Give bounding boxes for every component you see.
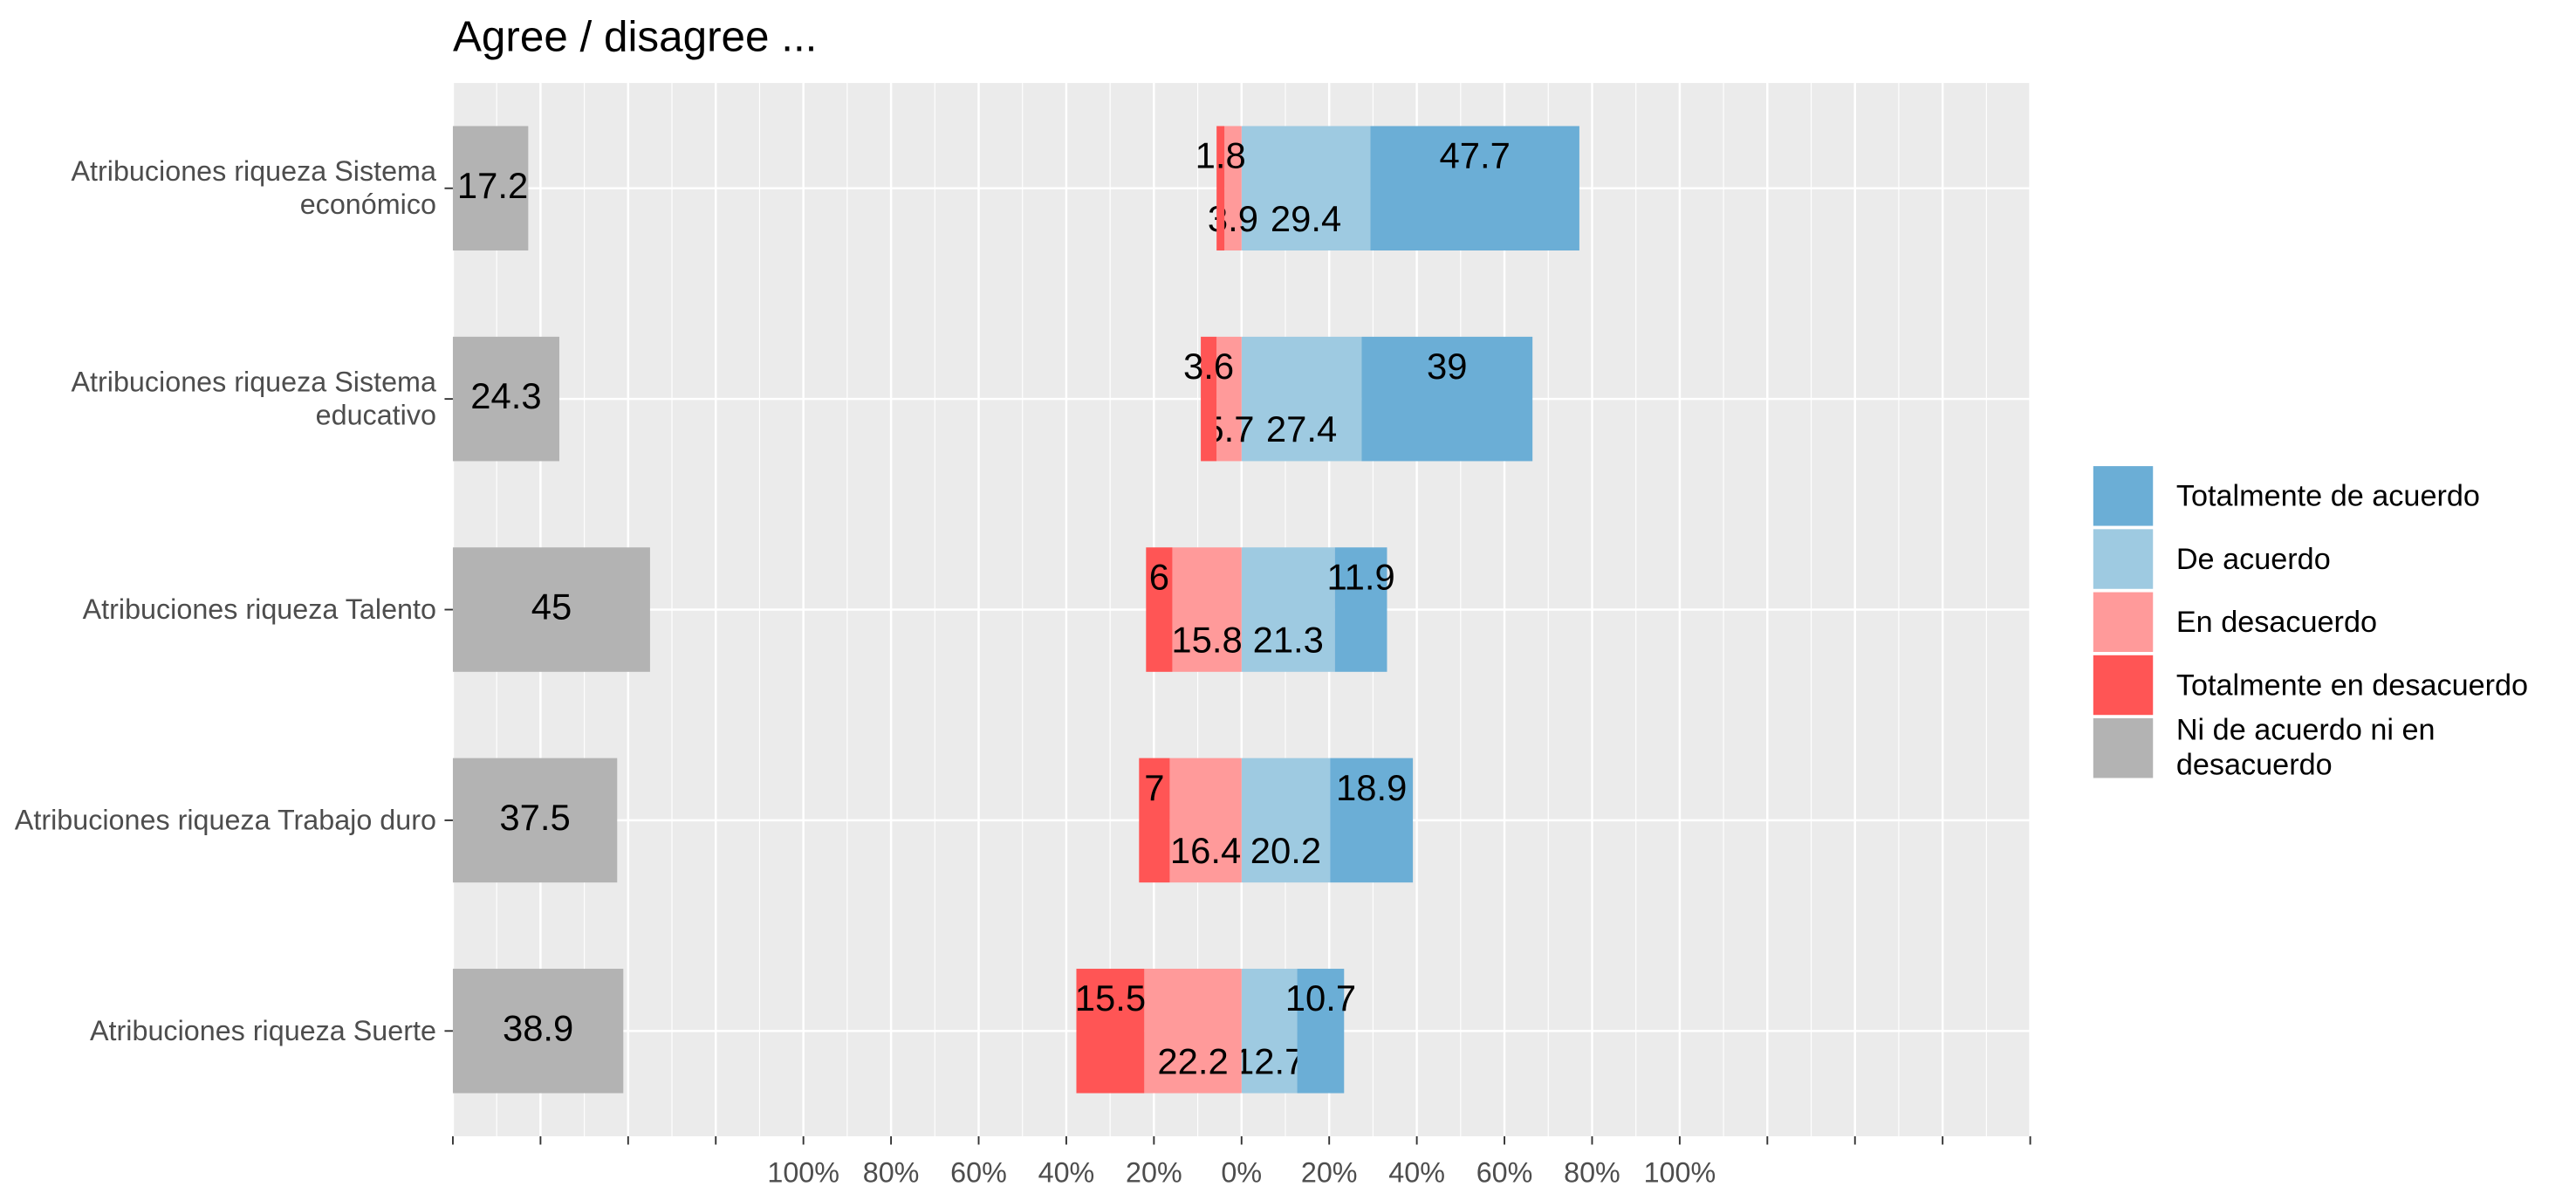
- legend-key: [2093, 592, 2154, 652]
- bar-segment: [1076, 969, 1145, 1094]
- y-tick-label: Atribuciones riqueza Sistema económico: [71, 154, 436, 220]
- x-tick-label: 20%: [1126, 1156, 1182, 1188]
- data-label: 12.7: [1234, 1040, 1305, 1081]
- legend-label-box: Ni de acuerdo ni en desacuerdo: [2176, 709, 2574, 788]
- bar-segment: [1241, 758, 1331, 883]
- bar-segment: [1241, 336, 1362, 462]
- x-tick-label: 0%: [1221, 1156, 1262, 1188]
- data-label: 24.3: [470, 375, 541, 416]
- y-tick-label-box: Atribuciones riqueza Trabajo duro: [0, 754, 436, 887]
- bar-segment: [1139, 758, 1170, 883]
- y-tick-label-wrap: Atribuciones riqueza Sistema económico: [0, 122, 436, 255]
- legend-label: De acuerdo: [2175, 541, 2331, 575]
- data-label: 3.9: [1208, 198, 1258, 239]
- bar-segment: [1172, 547, 1242, 672]
- data-label: 47.7: [1439, 135, 1510, 176]
- bar-segment: [1216, 126, 1225, 251]
- data-label: 16.4: [1170, 830, 1241, 871]
- bar-segment: [1370, 126, 1579, 251]
- data-label: 39: [1427, 346, 1467, 387]
- y-tick-label: Atribuciones riqueza Sistema educativo: [71, 366, 436, 431]
- bar-segment: [1297, 969, 1345, 1094]
- data-label: 20.2: [1250, 830, 1321, 871]
- data-label: 27.4: [1266, 408, 1337, 449]
- bar-segment: [1334, 547, 1387, 672]
- y-tick-label-box: Atribuciones riqueza Suerte: [0, 964, 436, 1097]
- bar-segment: [452, 336, 559, 462]
- y-tick-label-box: Atribuciones riqueza Sistema económico: [0, 122, 436, 255]
- legend-key: [2093, 718, 2154, 778]
- legend-label: Totalmente en desacuerdo: [2175, 668, 2529, 702]
- bar-segment: [1224, 126, 1242, 251]
- x-tick-label: 60%: [950, 1156, 1007, 1188]
- bar-segment: [1361, 336, 1533, 462]
- x-tick-label: 80%: [1564, 1156, 1620, 1188]
- legend-label-box: En desacuerdo: [2176, 582, 2574, 662]
- data-label: 6: [1149, 556, 1169, 597]
- bar-segment: [1169, 758, 1242, 883]
- data-label: 18.9: [1336, 767, 1407, 808]
- data-label: 15.5: [1075, 977, 1146, 1018]
- bar-segment: [452, 758, 618, 883]
- y-tick-label-wrap: Atribuciones riqueza Suerte: [0, 964, 436, 1097]
- bar-segment: [452, 126, 529, 251]
- y-tick-label: Atribuciones riqueza Trabajo duro: [14, 803, 436, 836]
- legend-label-box: Totalmente de acuerdo: [2176, 456, 2574, 536]
- y-tick-label-wrap: Atribuciones riqueza Talento: [0, 543, 436, 675]
- data-label: 29.4: [1271, 198, 1341, 239]
- data-label: 21.3: [1253, 620, 1324, 661]
- data-label: 11.9: [1326, 556, 1394, 597]
- legend-label-wrap: Ni de acuerdo ni en desacuerdo: [2176, 709, 2574, 788]
- y-tick-label-box: Atribuciones riqueza Sistema educativo: [0, 333, 436, 465]
- data-label: 45: [531, 586, 572, 627]
- y-tick-label-box: Atribuciones riqueza Talento: [0, 543, 436, 675]
- data-label: 38.9: [503, 1007, 573, 1048]
- data-label: 22.2: [1157, 1040, 1228, 1081]
- x-tick-label: 40%: [1038, 1156, 1095, 1188]
- data-label: 15.8: [1171, 620, 1242, 661]
- legend-label-box: De acuerdo: [2176, 519, 2574, 599]
- bar-segment: [1241, 969, 1298, 1094]
- legend-label-wrap: En desacuerdo: [2176, 582, 2574, 662]
- legend-label-wrap: Totalmente en desacuerdo: [2176, 645, 2574, 724]
- bar-segment: [1241, 547, 1335, 672]
- bar-segment: [1201, 336, 1217, 462]
- legend-label: Ni de acuerdo ni en desacuerdo: [2175, 713, 2436, 782]
- bar-segment: [1330, 758, 1414, 883]
- y-tick-label: Atribuciones riqueza Talento: [82, 593, 436, 625]
- y-tick-label-wrap: Atribuciones riqueza Sistema educativo: [0, 333, 436, 465]
- x-tick-label: 100%: [1644, 1156, 1716, 1188]
- x-tick-label: 80%: [863, 1156, 920, 1188]
- legend-label-wrap: Totalmente de acuerdo: [2176, 456, 2574, 536]
- x-tick-label: 20%: [1301, 1156, 1358, 1188]
- legend-label: En desacuerdo: [2175, 604, 2378, 638]
- data-label: 1.8: [1196, 135, 1246, 176]
- legend-key: [2093, 466, 2154, 526]
- legend-key: [2093, 529, 2154, 589]
- legend-label-box: Totalmente en desacuerdo: [2176, 645, 2574, 724]
- x-tick-label: 60%: [1476, 1156, 1533, 1188]
- chart-title: Agree / disagree ...: [453, 13, 817, 61]
- data-label: 17.2: [457, 165, 528, 206]
- legend-key: [2093, 655, 2154, 716]
- data-label: 37.5: [499, 797, 570, 838]
- bar-segment: [1216, 336, 1242, 462]
- bar-segment: [1241, 126, 1371, 251]
- y-tick-label-wrap: Atribuciones riqueza Trabajo duro: [0, 754, 436, 887]
- data-label: 7: [1144, 767, 1164, 808]
- legend-label-wrap: De acuerdo: [2176, 519, 2574, 599]
- y-tick-label: Atribuciones riqueza Suerte: [90, 1014, 436, 1046]
- x-tick-label: 100%: [767, 1156, 839, 1188]
- x-tick-label: 40%: [1388, 1156, 1445, 1188]
- bar-segment: [452, 969, 624, 1094]
- bar-segment: [452, 547, 650, 672]
- bar-segment: [1144, 969, 1242, 1094]
- data-label: 3.6: [1183, 346, 1234, 387]
- legend-label: Totalmente de acuerdo: [2175, 478, 2480, 512]
- data-label: 10.7: [1285, 977, 1356, 1018]
- bar-segment: [1146, 547, 1173, 672]
